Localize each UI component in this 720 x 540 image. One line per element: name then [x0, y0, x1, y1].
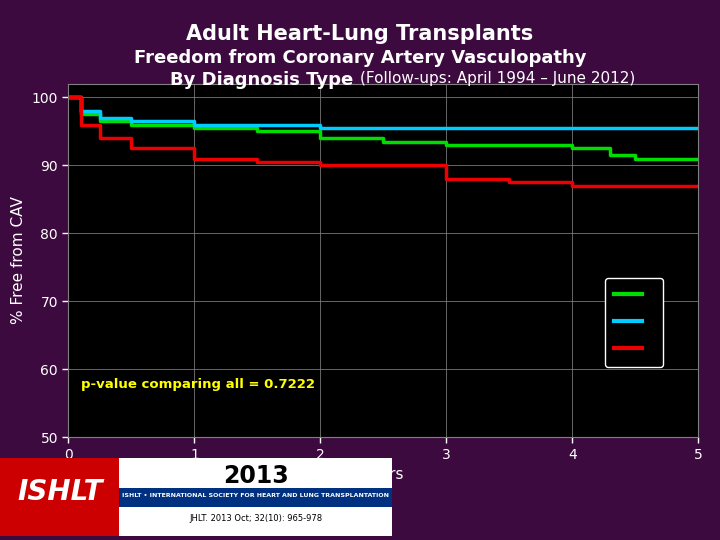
Text: ISHLT: ISHLT	[17, 478, 102, 507]
Legend: , , : , ,	[605, 278, 663, 367]
FancyBboxPatch shape	[0, 458, 119, 536]
Text: By Diagnosis Type: By Diagnosis Type	[171, 71, 360, 89]
Text: ISHLT • INTERNATIONAL SOCIETY FOR HEART AND LUNG TRANSPLANTATION: ISHLT • INTERNATIONAL SOCIETY FOR HEART …	[122, 494, 389, 498]
FancyBboxPatch shape	[119, 488, 392, 507]
Text: 2013: 2013	[222, 464, 289, 488]
FancyBboxPatch shape	[119, 458, 392, 536]
Y-axis label: % Free from CAV: % Free from CAV	[11, 197, 26, 325]
Text: (Follow-ups: April 1994 – June 2012): (Follow-ups: April 1994 – June 2012)	[360, 71, 635, 86]
Text: Freedom from Coronary Artery Vasculopathy: Freedom from Coronary Artery Vasculopath…	[134, 49, 586, 66]
Text: JHLT. 2013 Oct; 32(10): 965-978: JHLT. 2013 Oct; 32(10): 965-978	[189, 514, 322, 523]
Text: Adult Heart-Lung Transplants: Adult Heart-Lung Transplants	[186, 24, 534, 44]
Text: p-value comparing all = 0.7222: p-value comparing all = 0.7222	[81, 379, 315, 392]
X-axis label: Years: Years	[363, 468, 404, 482]
